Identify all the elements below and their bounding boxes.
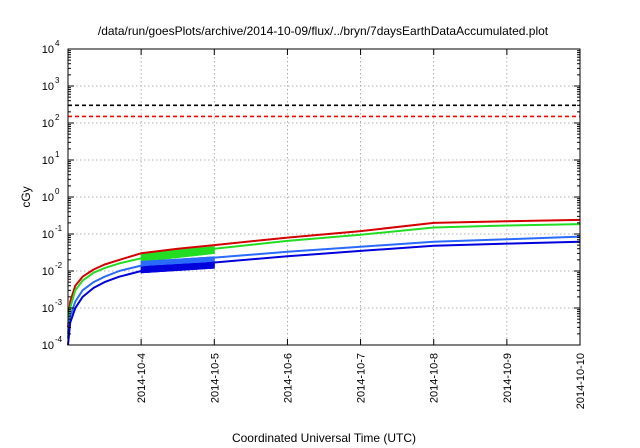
x-tick-label: 2014-10-9 (502, 353, 514, 403)
axis-ticks (68, 48, 581, 346)
x-tick-label: 2014-10-8 (429, 353, 441, 403)
y-tick-label: 10 (42, 303, 54, 315)
threshold-lines (68, 104, 580, 118)
x-tick-label: 2014-10-10 (575, 353, 587, 409)
y-tick-exponent: -1 (55, 224, 63, 233)
overlay-hatch-line (141, 250, 215, 260)
chart-title: /data/run/goesPlots/archive/2014-10-09/f… (98, 24, 549, 38)
x-tick-label: 2014-10-7 (356, 353, 368, 403)
y-tick-exponent: 1 (55, 150, 60, 159)
y-tick-label: 10 (42, 229, 54, 241)
y-tick-label: 10 (42, 81, 54, 93)
y-tick-exponent: 0 (55, 187, 60, 196)
x-tick-labels: 2014-10-4 2014-10-5 2014-10-6 2014-10-7 2014… (136, 353, 587, 409)
overlay-hatch-line (141, 267, 215, 274)
x-axis-label: Coordinated Universal Time (UTC) (232, 431, 416, 445)
y-tick-label: 10 (42, 44, 54, 56)
overlay-hatch-line (141, 266, 215, 273)
y-tick-label: 10 (42, 340, 54, 352)
y-tick-exponent: -2 (55, 261, 63, 270)
overlay-hatch-line (141, 267, 215, 273)
y-tick-label: 10 (42, 118, 54, 130)
overlay-hatch-line (141, 252, 215, 263)
y-tick-exponent: 2 (55, 113, 60, 122)
y-tick-exponent: -3 (55, 298, 63, 307)
y-tick-label: 10 (42, 266, 54, 278)
overlay-hatch-line (141, 252, 215, 262)
overlay-hatch-line (141, 246, 215, 255)
series-line (67, 240, 581, 346)
series-lines (67, 218, 581, 346)
grid-lines (68, 49, 580, 345)
y-tick-label: 10 (42, 192, 54, 204)
y-tick-exponent: -4 (55, 335, 63, 344)
series-line (67, 223, 581, 334)
x-tick-label: 2014-10-5 (209, 353, 221, 403)
y-axis-label: cGy (19, 186, 33, 207)
x-tick-label: 2014-10-6 (282, 353, 294, 403)
y-tick-exponent: 3 (55, 76, 60, 85)
series-line (67, 235, 581, 339)
y-tick-exponent: 4 (55, 39, 60, 48)
overlay-hatch-line (141, 251, 215, 261)
series-line (67, 218, 581, 328)
x-tick-label: 2014-10-4 (136, 353, 148, 403)
y-tick-label: 10 (42, 155, 54, 167)
